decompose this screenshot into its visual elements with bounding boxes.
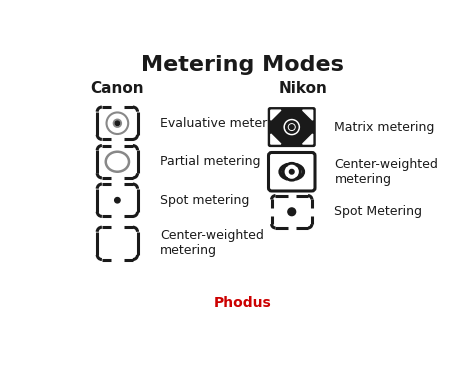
Text: Evaluative metering: Evaluative metering [160, 117, 287, 130]
Text: Spot Metering: Spot Metering [334, 205, 422, 218]
Text: Spot metering: Spot metering [160, 194, 249, 207]
Text: Center-weighted
metering: Center-weighted metering [160, 229, 264, 257]
Text: Center-weighted
metering: Center-weighted metering [334, 158, 438, 186]
Polygon shape [271, 110, 281, 120]
Text: Partial metering: Partial metering [160, 155, 261, 168]
Circle shape [290, 125, 294, 130]
Polygon shape [302, 134, 313, 144]
Text: Nikon: Nikon [279, 81, 328, 96]
Circle shape [290, 169, 294, 174]
Text: Matrix metering: Matrix metering [334, 120, 435, 134]
Polygon shape [271, 134, 281, 144]
Circle shape [115, 121, 120, 126]
Text: Phodus: Phodus [214, 296, 272, 310]
Text: Metering Modes: Metering Modes [141, 55, 345, 75]
Circle shape [288, 208, 296, 216]
Circle shape [282, 117, 302, 137]
Polygon shape [302, 110, 313, 120]
Text: Canon: Canon [91, 81, 144, 96]
FancyBboxPatch shape [268, 107, 316, 147]
Circle shape [115, 198, 120, 203]
